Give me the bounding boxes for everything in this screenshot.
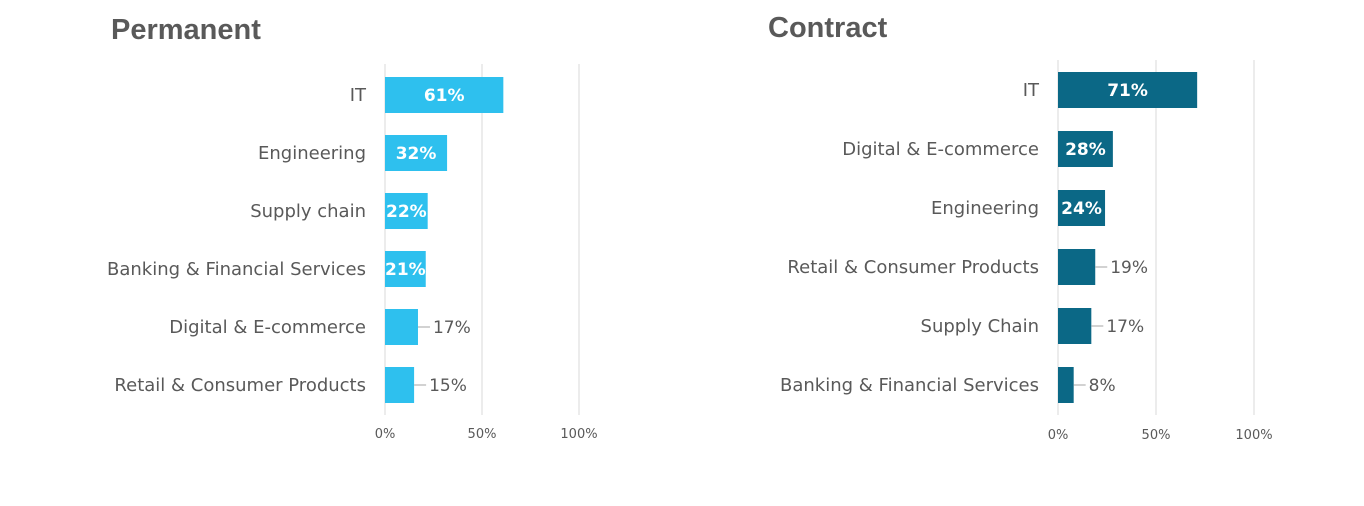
- bar: [385, 309, 418, 345]
- category-label: Supply chain: [250, 201, 366, 222]
- category-label: Engineering: [931, 198, 1039, 219]
- data-label: 28%: [1065, 140, 1106, 160]
- bar: [385, 251, 426, 287]
- bar: [385, 193, 428, 229]
- bar: [1058, 308, 1092, 344]
- bar: [1058, 72, 1198, 108]
- bar: [1058, 367, 1074, 403]
- bar: [1058, 190, 1106, 226]
- x-tick-label: 50%: [468, 427, 497, 442]
- data-label: 24%: [1061, 199, 1102, 219]
- data-label: 71%: [1107, 81, 1148, 101]
- bar: [385, 77, 504, 113]
- bar: [1058, 249, 1096, 285]
- x-tick-label: 50%: [1142, 428, 1171, 443]
- category-label: Digital & E-commerce: [842, 139, 1039, 160]
- category-label: Engineering: [258, 143, 366, 164]
- category-label: Retail & Consumer Products: [787, 257, 1039, 278]
- category-label: IT: [350, 85, 367, 106]
- data-label: 17%: [433, 318, 471, 338]
- permanent-chart-title: Permanent: [111, 14, 261, 46]
- x-tick-label: 100%: [560, 427, 597, 442]
- data-label: 17%: [1106, 317, 1144, 337]
- bar: [1058, 131, 1113, 167]
- x-tick-label: 100%: [1235, 428, 1272, 443]
- data-label: 8%: [1089, 376, 1116, 396]
- data-label: 61%: [424, 86, 465, 106]
- data-label: 19%: [1110, 258, 1148, 278]
- data-label: 15%: [429, 376, 467, 396]
- contract-chart-title: Contract: [768, 12, 888, 44]
- category-label: Retail & Consumer Products: [114, 375, 366, 396]
- bar: [385, 367, 415, 403]
- data-label: 21%: [385, 260, 426, 280]
- category-label: Supply Chain: [921, 316, 1039, 337]
- category-label: Banking & Financial Services: [780, 375, 1039, 396]
- bar: [385, 135, 448, 171]
- x-tick-label: 0%: [375, 427, 396, 442]
- permanent-chart: IT 61% Engineering 32% Supply chain 22% Bankin…: [107, 64, 598, 442]
- data-label: 22%: [386, 202, 427, 222]
- contract-chart: IT 71% Digital & E-commerce 28% Engineering 2…: [780, 60, 1273, 443]
- category-label: IT: [1023, 80, 1040, 101]
- category-label: Banking & Financial Services: [107, 259, 366, 280]
- category-label: Digital & E-commerce: [169, 317, 366, 338]
- data-label: 32%: [396, 144, 437, 164]
- x-tick-label: 0%: [1048, 428, 1069, 443]
